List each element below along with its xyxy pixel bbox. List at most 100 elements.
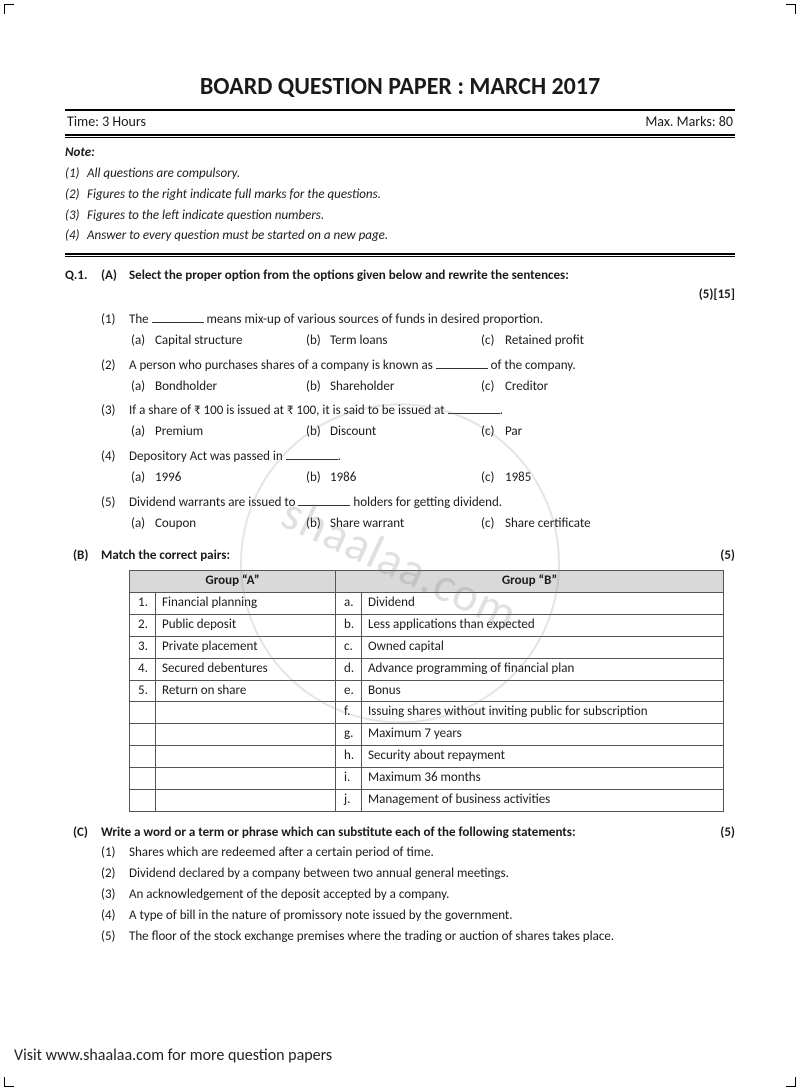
group-a-head: Group “A”: [130, 571, 336, 593]
gb-num: e.: [336, 680, 362, 702]
subq-stem: Depository Act was passed in .: [129, 448, 735, 467]
footer-text: Visit www.shaalaa.com for more question …: [14, 1044, 332, 1067]
q1c-sub: (4)A type of bill in the nature of promi…: [101, 907, 735, 926]
ga-text: [156, 702, 336, 724]
notes-block: Note: (1)All questions are compulsory. (…: [65, 138, 735, 252]
table-row: f.Issuing shares without inviting public…: [130, 702, 724, 724]
subq-number: (3): [101, 402, 129, 442]
subq-number: (4): [101, 907, 129, 926]
option-label: (c): [479, 469, 505, 488]
gb-num: c.: [336, 636, 362, 658]
option-label: (b): [304, 378, 330, 397]
option-row: (a)Coupon(b)Share warrant(c)Share certif…: [129, 515, 735, 534]
subq-body: A person who purchases shares of a compa…: [129, 357, 735, 397]
table-row: 4.Secured debenturesd.Advance programmin…: [130, 658, 724, 680]
fill-blank: [152, 313, 204, 323]
q1-label: Q.1.: [65, 267, 101, 305]
subq-body: The means mix-up of various sources of f…: [129, 311, 735, 351]
option-label: (c): [479, 378, 505, 397]
q1a-sub: (2)A person who purchases shares of a co…: [101, 357, 735, 397]
option-b: (b)Discount: [304, 423, 479, 442]
rule-double-2: [65, 253, 735, 257]
option-text: Term loans: [330, 332, 387, 351]
option-label: (b): [304, 423, 330, 442]
option-row: (a)Premium (b)Discount(c)Par: [129, 423, 735, 442]
option-b: (b)Shareholder: [304, 378, 479, 397]
option-text: Retained profit: [505, 332, 584, 351]
table-row: 5.Return on sharee.Bonus: [130, 680, 724, 702]
subq-number: (1): [101, 311, 129, 351]
option-label: (a): [129, 423, 155, 442]
option-c: (c)Par: [479, 423, 654, 442]
ga-num: 5.: [130, 680, 156, 702]
subq-stem: Dividend warrants are issued to holders …: [129, 494, 735, 513]
note-2: (2)Figures to the right indicate full ma…: [65, 186, 735, 205]
gb-num: a.: [336, 593, 362, 615]
gb-num: i.: [336, 767, 362, 789]
option-a: (a)Capital structure: [129, 332, 304, 351]
ga-text: [156, 724, 336, 746]
table-row: g.Maximum 7 years: [130, 724, 724, 746]
ga-num: [130, 789, 156, 811]
option-label: (a): [129, 332, 155, 351]
ga-num: [130, 724, 156, 746]
gb-num: g.: [336, 724, 362, 746]
gb-text: Maximum 7 years: [362, 724, 724, 746]
option-a: (a)Bondholder: [129, 378, 304, 397]
table-row: j.Management of business activities: [130, 789, 724, 811]
gb-text: Advance programming of financial plan: [362, 658, 724, 680]
subq-text: An acknowledgement of the deposit accept…: [129, 886, 735, 905]
subq-text: Dividend declared by a company between t…: [129, 865, 735, 884]
ga-num: 2.: [130, 614, 156, 636]
note-3: (3)Figures to the left indicate question…: [65, 207, 735, 226]
ga-text: [156, 746, 336, 768]
q1a-instruction: Select the proper option from the option…: [129, 267, 569, 286]
gb-text: Less applications than expected: [362, 614, 724, 636]
option-text: Par: [505, 423, 522, 442]
table-row: 2.Public depositb.Less applications than…: [130, 614, 724, 636]
option-text: Premium: [155, 423, 203, 442]
ga-num: [130, 746, 156, 768]
ga-text: Secured debentures: [156, 658, 336, 680]
option-label: (c): [479, 515, 505, 534]
table-row: h.Security about repayment: [130, 746, 724, 768]
subq-text: A type of bill in the nature of promisso…: [129, 907, 735, 926]
table-row: i.Maximum 36 months: [130, 767, 724, 789]
subq-stem: The means mix-up of various sources of f…: [129, 311, 735, 330]
option-label: (c): [479, 423, 505, 442]
option-label: (a): [129, 378, 155, 397]
q1c-sub: (3)An acknowledgement of the deposit acc…: [101, 886, 735, 905]
gb-num: h.: [336, 746, 362, 768]
gb-text: Dividend: [362, 593, 724, 615]
q1a-sub: (1)The means mix-up of various sources o…: [101, 311, 735, 351]
option-text: Share certificate: [505, 515, 591, 534]
q1a-sub: (3)If a share of ₹ 100 is issued at ₹ 10…: [101, 402, 735, 442]
option-text: Share warrant: [330, 515, 404, 534]
q1c-marks: (5): [714, 824, 735, 843]
option-row: (a)Capital structure(b)Term loans(c)Reta…: [129, 332, 735, 351]
gb-num: d.: [336, 658, 362, 680]
paper-title: BOARD QUESTION PAPER : MARCH 2017: [65, 70, 735, 105]
match-table-wrap: Group “A” Group “B” 1.Financial planning…: [129, 570, 735, 811]
gb-text: Management of business activities: [362, 789, 724, 811]
option-a: (a)1996: [129, 469, 304, 488]
gb-num: f.: [336, 702, 362, 724]
subq-body: Depository Act was passed in .(a)1996(b)…: [129, 448, 735, 488]
option-text: Coupon: [155, 515, 196, 534]
q1-c: (C) Write a word or a term or phrase whi…: [101, 824, 735, 843]
q1a-marks: (5)[15]: [129, 286, 735, 305]
gb-num: b.: [336, 614, 362, 636]
gb-text: Bonus: [362, 680, 724, 702]
q1a-instruction-row: Select the proper option from the option…: [129, 267, 735, 286]
option-c: (c)Creditor: [479, 378, 654, 397]
subq-stem: A person who purchases shares of a compa…: [129, 357, 735, 376]
ga-text: [156, 789, 336, 811]
q1b-marks: (5): [714, 547, 735, 566]
gb-text: Owned capital: [362, 636, 724, 658]
subq-number: (5): [101, 928, 129, 947]
subq-stem: If a share of ₹ 100 is issued at ₹ 100, …: [129, 402, 735, 421]
option-text: Capital structure: [155, 332, 242, 351]
gb-text: Security about repayment: [362, 746, 724, 768]
meta-line: Time: 3 Hours Max. Marks: 80: [65, 111, 735, 133]
subq-number: (1): [101, 844, 129, 863]
